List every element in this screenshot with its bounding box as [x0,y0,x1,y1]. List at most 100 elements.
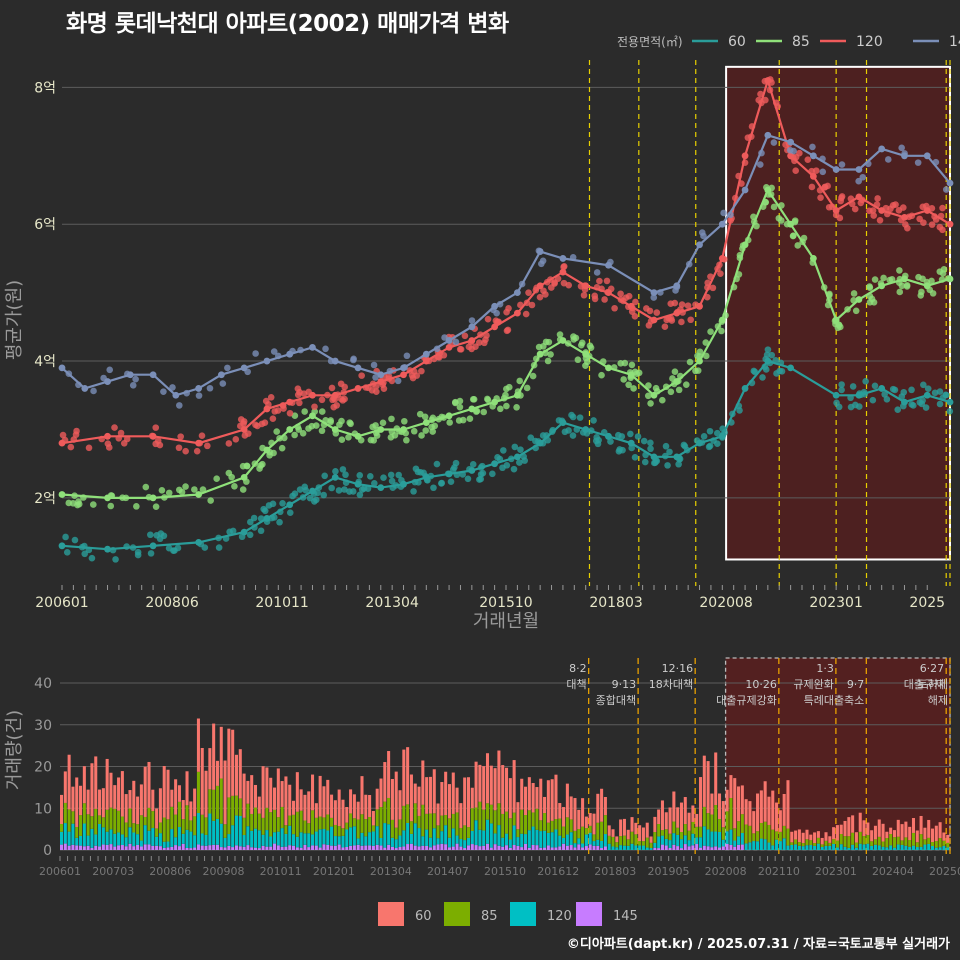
bar-segment-120 [345,829,349,847]
bar-segment-145 [660,844,664,850]
bar-segment-120 [143,825,147,845]
bar-segment-120 [634,845,638,850]
bar-segment-60 [375,788,379,810]
bar-segment-120 [333,836,337,846]
bar-segment-60 [212,723,216,790]
bar-segment-60 [406,747,410,805]
scatter-point [367,436,375,444]
bar-segment-60 [413,783,417,804]
bar-segment-145 [603,846,607,850]
bar-segment-120 [177,827,181,847]
bar-segment-120 [938,847,942,850]
annotation-label: 18차대책 [649,678,693,691]
bar-segment-120 [234,815,238,846]
scatter-point [301,408,308,415]
x-tick-label: 200806 [145,595,199,611]
bar-segment-120 [562,837,566,844]
bar-segment-85 [402,805,406,831]
bar-segment-120 [200,833,204,846]
bar-segment-85 [132,823,136,833]
bar-segment-60 [360,776,364,815]
series-point [809,172,817,180]
bar-segment-120 [269,836,273,847]
bar-segment-85 [295,811,299,837]
bar-segment-120 [908,846,912,850]
series-point [696,302,703,310]
scatter-point [903,281,911,289]
bar-segment-120 [147,830,151,845]
series-point [605,289,612,297]
bar-segment-60 [839,824,843,835]
bar-segment-85 [892,837,896,848]
series-point [809,152,817,160]
bar-segment-85 [90,816,94,829]
scatter-point [516,459,523,466]
bar-segment-60 [809,834,813,841]
bar-segment-145 [124,846,128,850]
series-point [468,467,476,474]
bar-segment-120 [75,837,79,846]
bar-segment-60 [189,801,193,821]
scatter-point [796,149,803,157]
bar-segment-145 [128,843,132,850]
scatter-point [273,428,281,435]
bar-segment-85 [181,819,185,834]
bar-segment-85 [535,808,539,830]
bar-segment-85 [854,842,858,848]
scatter-point [291,490,299,497]
bar-segment-60 [717,793,722,820]
bar-segment-60 [109,772,113,808]
bar-segment-145 [162,847,166,850]
bar-segment-85 [839,834,843,845]
bar-segment-145 [721,846,725,850]
bar-segment-60 [573,798,577,831]
bar-segment-120 [227,834,231,846]
bar-segment-145 [79,845,83,850]
bar-segment-120 [292,834,296,846]
bar-segment-60 [139,784,143,816]
scatter-point [65,499,73,507]
bar-segment-60 [147,761,151,808]
x-tick-label: 202008 [699,595,752,611]
bar-segment-120 [489,823,493,848]
x-tick-label: 2025 [909,595,945,611]
bar-segment-60 [238,749,242,799]
bar-segment-145 [664,845,668,850]
bar-segment-120 [900,844,904,850]
bar-segment-60 [105,758,109,810]
legend-title: 전용면적(㎡) [617,35,683,49]
scatter-point [920,381,927,389]
scatter-point [667,388,675,396]
scatter-point [455,417,463,424]
bar-segment-60 [276,768,280,818]
scatter-point [647,445,654,453]
bar-segment-145 [546,845,550,850]
bar-segment-145 [223,847,227,850]
scatter-point [418,367,425,375]
bar-segment-120 [215,818,219,845]
bar-segment-145 [105,844,109,850]
bar-segment-85 [603,815,607,835]
x-tick-label: 202301 [809,595,862,611]
bar-segment-120 [638,845,642,850]
bar-segment-85 [280,806,284,829]
bar-segment-60 [816,831,820,838]
bar-segment-120 [554,829,558,848]
bar-segment-85 [527,810,531,831]
scatter-point [647,439,654,447]
bar-segment-120 [828,845,832,850]
bar-segment-85 [634,834,638,846]
series-point [673,282,681,290]
scatter-point [874,195,881,202]
legend-label: 60 [728,34,746,50]
bar-segment-120 [870,845,874,850]
series-point [240,364,248,372]
bar-segment-60 [455,787,459,813]
bar-segment-60 [493,768,497,811]
bar-segment-60 [158,788,162,823]
scatter-point [603,277,611,285]
bar-segment-120 [729,829,733,845]
bar-segment-120 [447,837,451,848]
bar-segment-85 [717,819,722,832]
scatter-point [625,381,632,389]
